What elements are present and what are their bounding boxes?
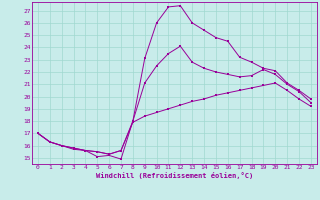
- X-axis label: Windchill (Refroidissement éolien,°C): Windchill (Refroidissement éolien,°C): [96, 172, 253, 179]
